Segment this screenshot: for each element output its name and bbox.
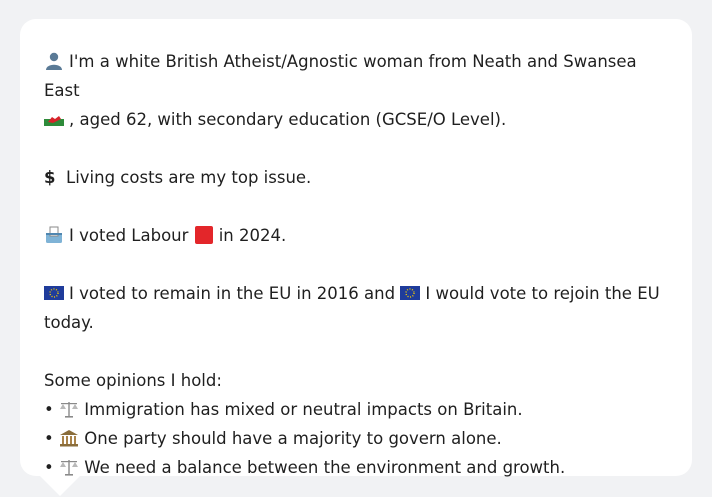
- eu-flag-icon: [44, 286, 64, 300]
- wales-flag-icon: [44, 112, 64, 126]
- message-bubble: I'm a white British Atheist/Agnostic wom…: [20, 19, 692, 477]
- scales-icon: [60, 460, 79, 476]
- list-item: • One party should have a majority to go…: [44, 424, 668, 453]
- person-icon: [46, 52, 62, 70]
- eu-flag-icon: [400, 286, 421, 300]
- bullet: •: [44, 400, 54, 419]
- top-issue: $ Living costs are my top issue.: [44, 163, 668, 192]
- opinions-list: • Immigration has mixed or neutral impac…: [44, 395, 668, 482]
- intro-continuation: , aged 62, with secondary education (GCS…: [69, 110, 507, 129]
- bubble-tail: [40, 476, 80, 496]
- list-item: • We need a balance between the environm…: [44, 453, 668, 482]
- vote-prefix: I voted Labour: [69, 226, 189, 245]
- opinions-heading: Some opinions I hold:: [44, 371, 222, 390]
- opinion-text: We need a balance between the environmen…: [84, 458, 566, 477]
- dollar-icon: $: [44, 168, 56, 187]
- intro-paragraph: I'm a white British Atheist/Agnostic wom…: [44, 47, 668, 134]
- eu-vote: I voted to remain in the EU in 2016 and …: [44, 279, 668, 337]
- scales-icon: [60, 402, 79, 418]
- intro-text: I'm a white British Atheist/Agnostic wom…: [44, 52, 637, 100]
- eu-text-2: I would vote to rejoin the EU today.: [44, 284, 660, 332]
- bullet: •: [44, 458, 54, 477]
- ballot-box-icon: [46, 226, 62, 243]
- list-item: • Immigration has mixed or neutral impac…: [44, 395, 668, 424]
- bullet: •: [44, 429, 54, 448]
- government-building-icon: [60, 430, 79, 447]
- red-square-icon: [194, 226, 213, 244]
- vote-suffix: in 2024.: [218, 226, 287, 245]
- opinion-text: Immigration has mixed or neutral impacts…: [84, 400, 523, 419]
- opinion-text: One party should have a majority to gove…: [84, 429, 502, 448]
- vote-2024: I voted Labour in 2024.: [44, 221, 668, 250]
- top-issue-text: Living costs are my top issue.: [66, 168, 312, 187]
- eu-text-1: I voted to remain in the EU in 2016 and: [69, 284, 396, 303]
